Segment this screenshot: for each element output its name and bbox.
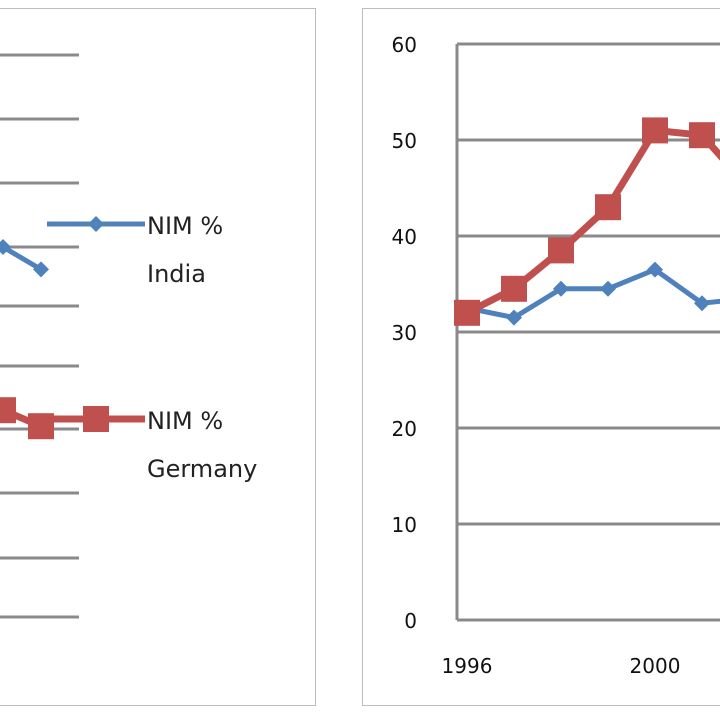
right-series-germany bbox=[454, 117, 720, 326]
legend-label: India bbox=[147, 260, 206, 288]
left-series-india bbox=[0, 239, 49, 278]
y-tick-label: 0 bbox=[404, 609, 417, 633]
series-line bbox=[466, 267, 720, 321]
y-tick-label: 20 bbox=[392, 417, 417, 441]
legend-label: Germany bbox=[147, 455, 257, 483]
y-tick-label: 60 bbox=[392, 33, 417, 57]
data-point bbox=[600, 280, 616, 297]
right-chart-panel: 60 50 40 30 20 10 0 1996 2000 bbox=[362, 8, 720, 706]
x-tick-label: 1996 bbox=[442, 654, 493, 678]
legend-label: NIM % bbox=[147, 212, 223, 240]
data-point bbox=[548, 237, 574, 264]
data-point bbox=[689, 122, 715, 149]
right-y-axis-ticks: 60 50 40 30 20 10 0 bbox=[392, 33, 417, 633]
left-series-germany bbox=[0, 397, 54, 440]
legend-entry-india: NIM % India bbox=[47, 212, 223, 288]
data-point bbox=[553, 280, 569, 297]
data-point bbox=[595, 194, 621, 221]
right-chart: 60 50 40 30 20 10 0 1996 2000 bbox=[392, 33, 720, 678]
data-point bbox=[0, 397, 16, 424]
legend: NIM % India NIM % Germany bbox=[47, 212, 257, 483]
right-gridlines bbox=[457, 42, 720, 622]
left-gridlines bbox=[0, 53, 79, 619]
legend-label: NIM % bbox=[147, 407, 223, 435]
data-point bbox=[694, 295, 710, 312]
legend-marker bbox=[83, 406, 109, 432]
data-point bbox=[0, 239, 11, 255]
left-chart-panel: NIM % India NIM % Germany bbox=[0, 8, 316, 706]
y-tick-label: 10 bbox=[392, 513, 417, 537]
data-point bbox=[454, 299, 480, 326]
y-tick-label: 30 bbox=[392, 321, 417, 345]
right-x-axis-ticks: 1996 2000 bbox=[442, 654, 681, 678]
left-chart: NIM % India NIM % Germany bbox=[0, 53, 257, 619]
y-tick-label: 40 bbox=[392, 225, 417, 249]
data-point bbox=[647, 261, 663, 278]
series-line bbox=[1, 244, 43, 272]
data-point bbox=[506, 309, 522, 326]
legend-entry-germany: NIM % Germany bbox=[47, 406, 257, 483]
data-point bbox=[642, 117, 668, 144]
legend-marker bbox=[88, 216, 104, 232]
data-point bbox=[33, 261, 49, 278]
y-tick-label: 50 bbox=[392, 129, 417, 153]
x-tick-label: 2000 bbox=[630, 654, 681, 678]
data-point bbox=[501, 275, 527, 302]
